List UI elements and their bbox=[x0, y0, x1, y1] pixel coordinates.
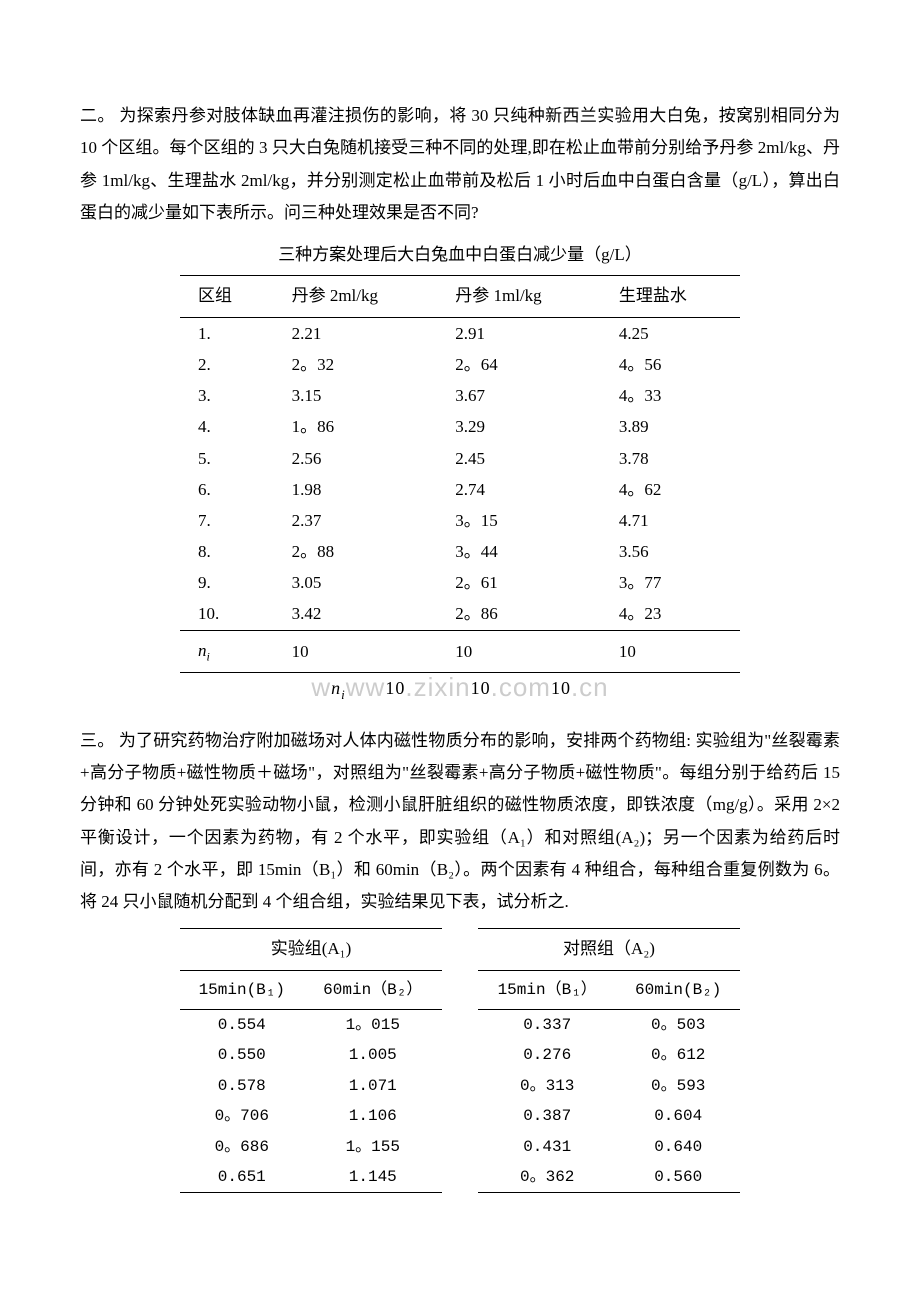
table-cell: 4.71 bbox=[601, 505, 740, 536]
table-cell: 3. bbox=[180, 380, 274, 411]
table-cell: 1.106 bbox=[304, 1101, 442, 1131]
table-cell: 2。61 bbox=[437, 567, 601, 598]
table-cell: 3.05 bbox=[274, 567, 438, 598]
table-cell: 0.276 bbox=[478, 1040, 616, 1070]
table-cell: 0。686 bbox=[180, 1132, 304, 1162]
table-cell: 0.560 bbox=[616, 1162, 740, 1193]
table-cell: 4。62 bbox=[601, 474, 740, 505]
table-cell: 0.431 bbox=[478, 1132, 616, 1162]
table-row: 7.2.373。154.71 bbox=[180, 505, 740, 536]
table-row: 4.1。863.293.89 bbox=[180, 411, 740, 442]
table-cell: 2.56 bbox=[274, 443, 438, 474]
table-cell: 0。706 bbox=[180, 1101, 304, 1131]
table-cell: 0。593 bbox=[616, 1071, 740, 1101]
table-cell: 0。313 bbox=[478, 1071, 616, 1101]
watermark: wniww10.zixin10.com10.cn bbox=[80, 663, 840, 712]
table-cell: 0。362 bbox=[478, 1162, 616, 1193]
table1-header-0: 区组 bbox=[180, 276, 274, 317]
table-cell: 1. bbox=[180, 317, 274, 349]
table1-header-1: 丹参 2ml/kg bbox=[274, 276, 438, 317]
table-row: 0。6861。155 0.4310.640 bbox=[180, 1132, 740, 1162]
table-cell: 10. bbox=[180, 598, 274, 630]
table-row: 0.5781.071 0。3130。593 bbox=[180, 1071, 740, 1101]
table-cell: 2.74 bbox=[437, 474, 601, 505]
table-cell: 4。56 bbox=[601, 349, 740, 380]
table1: 区组 丹参 2ml/kg 丹参 1ml/kg 生理盐水 1.2.212.914.… bbox=[180, 275, 740, 673]
table-row: 1.2.212.914.25 bbox=[180, 317, 740, 349]
table-cell: 3.67 bbox=[437, 380, 601, 411]
table-cell: 1.145 bbox=[304, 1162, 442, 1193]
table-cell: 3.29 bbox=[437, 411, 601, 442]
table-cell: 0。612 bbox=[616, 1040, 740, 1070]
table-row: 0.5501.005 0.2760。612 bbox=[180, 1040, 740, 1070]
table-row: 6.1.982.744。62 bbox=[180, 474, 740, 505]
table-row: 8.2。883。443.56 bbox=[180, 536, 740, 567]
table-cell: 1。155 bbox=[304, 1132, 442, 1162]
table-cell: 3.56 bbox=[601, 536, 740, 567]
table-cell: 0。503 bbox=[616, 1010, 740, 1041]
table1-header-3: 生理盐水 bbox=[601, 276, 740, 317]
table-cell: 6. bbox=[180, 474, 274, 505]
table-cell: 4. bbox=[180, 411, 274, 442]
table-cell: 0.640 bbox=[616, 1132, 740, 1162]
table1-header-row: 区组 丹参 2ml/kg 丹参 1ml/kg 生理盐水 bbox=[180, 276, 740, 317]
table-cell: 3。15 bbox=[437, 505, 601, 536]
table-row: 10.3.422。864。23 bbox=[180, 598, 740, 630]
table2-header-row1: 实验组(A₁) 对照组（A₂) bbox=[180, 929, 740, 970]
table-cell: 2.37 bbox=[274, 505, 438, 536]
table-row: 2.2。322。644。56 bbox=[180, 349, 740, 380]
table-cell: 2。86 bbox=[437, 598, 601, 630]
table-cell: 3。44 bbox=[437, 536, 601, 567]
table-cell: 2.21 bbox=[274, 317, 438, 349]
table-cell: 9. bbox=[180, 567, 274, 598]
table-cell: 0.554 bbox=[180, 1010, 304, 1041]
table-cell: 5. bbox=[180, 443, 274, 474]
table2-group-a2: 对照组（A₂) bbox=[478, 929, 740, 970]
section2-paragraph: 二。 为探索丹参对肢体缺血再灌注损伤的影响，将 30 只纯种新西兰实验用大白兔，… bbox=[80, 100, 840, 229]
table2: 实验组(A₁) 对照组（A₂) 15min(B₁) 60min（B₂） 15mi… bbox=[180, 928, 740, 1193]
table2-sub-b2-2: 60min(B₂) bbox=[616, 970, 740, 1009]
table-cell: 0.550 bbox=[180, 1040, 304, 1070]
table-cell: 7. bbox=[180, 505, 274, 536]
table-cell: 1。86 bbox=[274, 411, 438, 442]
table-cell: 2。32 bbox=[274, 349, 438, 380]
table-cell: 2。64 bbox=[437, 349, 601, 380]
table-row: 0.6511.145 0。3620.560 bbox=[180, 1162, 740, 1193]
table-cell: 4.25 bbox=[601, 317, 740, 349]
table-cell: 3。77 bbox=[601, 567, 740, 598]
table-cell: 0.651 bbox=[180, 1162, 304, 1193]
table2-sub-b1-2: 15min（B₁） bbox=[478, 970, 616, 1009]
table-cell: 3.89 bbox=[601, 411, 740, 442]
table2-group-a1: 实验组(A₁) bbox=[180, 929, 442, 970]
table-cell: 3.15 bbox=[274, 380, 438, 411]
table1-title: 三种方案处理后大白兔血中白蛋白减少量（g/L） bbox=[80, 239, 840, 271]
table-cell: 3.78 bbox=[601, 443, 740, 474]
table-cell: 2.91 bbox=[437, 317, 601, 349]
table-row: 0。7061.106 0.3870.604 bbox=[180, 1101, 740, 1131]
table-cell: 8. bbox=[180, 536, 274, 567]
table-row: 9.3.052。613。77 bbox=[180, 567, 740, 598]
table-cell: 0.578 bbox=[180, 1071, 304, 1101]
table-cell: 1.98 bbox=[274, 474, 438, 505]
table-cell: 2.45 bbox=[437, 443, 601, 474]
table-cell: 0.387 bbox=[478, 1101, 616, 1131]
table2-sub-b1: 15min(B₁) bbox=[180, 970, 304, 1009]
table-row: 3.3.153.674。33 bbox=[180, 380, 740, 411]
table-cell: 2。88 bbox=[274, 536, 438, 567]
table-row: 5.2.562.453.78 bbox=[180, 443, 740, 474]
table1-header-2: 丹参 1ml/kg bbox=[437, 276, 601, 317]
table-cell: 1.071 bbox=[304, 1071, 442, 1101]
table-cell: 1.005 bbox=[304, 1040, 442, 1070]
table-cell: 4。23 bbox=[601, 598, 740, 630]
table-cell: 0.604 bbox=[616, 1101, 740, 1131]
table-cell: 1。015 bbox=[304, 1010, 442, 1041]
table2-header-row2: 15min(B₁) 60min（B₂） 15min（B₁） 60min(B₂) bbox=[180, 970, 740, 1009]
table-row: 0.5541。015 0.3370。503 bbox=[180, 1010, 740, 1041]
table-cell: 3.42 bbox=[274, 598, 438, 630]
section3-paragraph: 三。 为了研究药物治疗附加磁场对人体内磁性物质分布的影响，安排两个药物组: 实验… bbox=[80, 725, 840, 919]
table-cell: 4。33 bbox=[601, 380, 740, 411]
table-cell: 2. bbox=[180, 349, 274, 380]
table2-sub-b2: 60min（B₂） bbox=[304, 970, 442, 1009]
table-cell: 0.337 bbox=[478, 1010, 616, 1041]
